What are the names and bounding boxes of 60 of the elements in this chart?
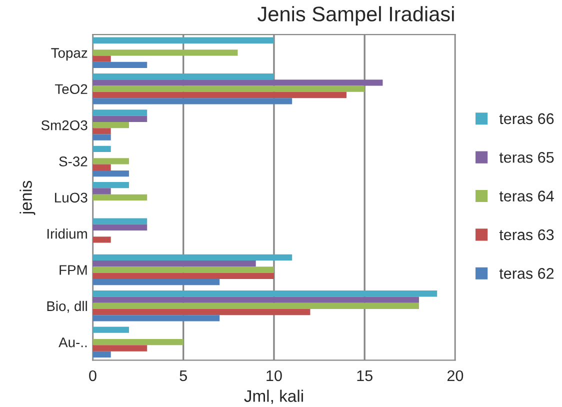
bar <box>92 98 292 104</box>
x-tick-label: 20 <box>447 370 464 382</box>
y-tick-label: Sm2O3 <box>41 120 88 130</box>
bar <box>92 50 238 56</box>
bar <box>92 224 148 230</box>
bar <box>92 272 274 279</box>
y-tick-label: LuO3 <box>55 192 88 203</box>
bar <box>92 134 111 140</box>
y-tick-label: TeO2 <box>54 84 88 94</box>
bar <box>92 73 274 80</box>
legend-label: teras 65 <box>499 152 554 163</box>
y-tick-label: Au-.. <box>58 338 87 348</box>
bar <box>92 345 148 352</box>
bar <box>92 236 111 243</box>
bar <box>92 339 184 346</box>
bar <box>92 128 111 134</box>
bar <box>92 86 365 92</box>
x-tick-label: 0 <box>89 370 96 382</box>
bar <box>92 260 256 267</box>
bar <box>92 278 220 286</box>
bar <box>92 158 129 164</box>
bar <box>92 188 111 194</box>
bar <box>92 254 292 261</box>
bar <box>92 302 419 310</box>
bar <box>92 80 383 86</box>
y-tick-label: FPM <box>60 265 87 275</box>
x-tick-label: 15 <box>357 370 372 382</box>
x-tick-label: 5 <box>180 370 187 382</box>
legend-label: teras 64 <box>499 190 554 202</box>
y-tick-label: Topaz <box>51 48 88 61</box>
legend-label: teras 63 <box>499 229 554 240</box>
bar <box>92 266 274 273</box>
bar <box>92 116 148 122</box>
bar <box>92 170 129 177</box>
bar <box>92 326 129 333</box>
bar <box>92 92 346 98</box>
bar <box>92 122 129 128</box>
bar <box>92 218 148 224</box>
bar <box>92 315 220 322</box>
bar <box>92 296 419 303</box>
bar <box>92 351 111 358</box>
y-tick-label: Iridium <box>47 228 87 239</box>
bar <box>92 194 148 200</box>
chart-title: Jenis Sampel Iradiasi <box>258 6 454 26</box>
bar <box>92 110 148 116</box>
bar <box>92 62 148 68</box>
y-tick-label: S-32 <box>59 156 88 166</box>
legend-label: teras 62 <box>499 268 554 279</box>
y-axis-title: jenis <box>20 180 36 215</box>
x-axis-title: Jml, kali <box>244 390 303 404</box>
bar <box>92 290 438 297</box>
y-tick-label: Bio, dll <box>47 300 87 313</box>
bar <box>92 146 111 152</box>
bar <box>92 37 274 44</box>
bar <box>92 56 111 62</box>
bar <box>92 309 310 316</box>
legend-label: teras 66 <box>499 113 554 124</box>
bar <box>92 164 111 170</box>
x-tick-label: 10 <box>266 370 282 382</box>
bar <box>92 182 129 188</box>
